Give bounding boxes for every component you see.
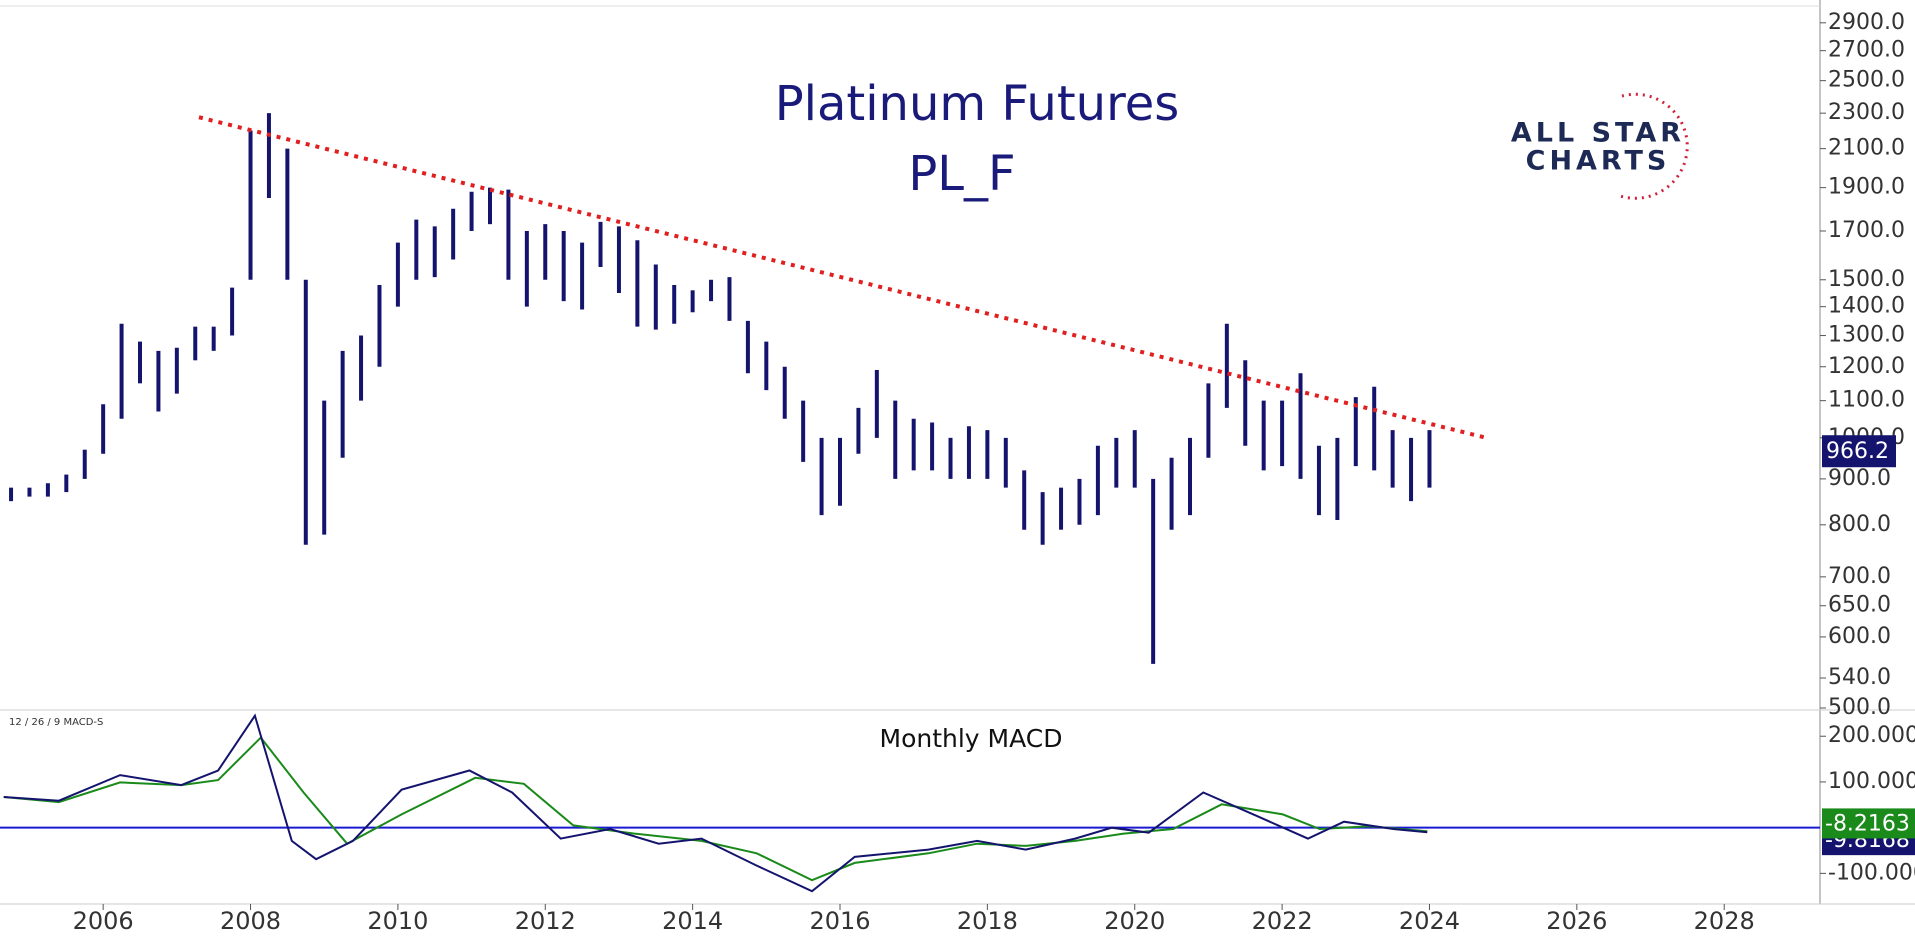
logo-text: CHARTS — [1526, 146, 1671, 177]
y-tick-label: 1300.0 — [1828, 323, 1905, 348]
x-tick-label: 2020 — [1104, 907, 1165, 935]
y-tick-label: 650.0 — [1828, 593, 1891, 618]
x-tick-label: 2012 — [515, 907, 576, 935]
y-tick-label: 2700.0 — [1828, 38, 1905, 63]
x-tick-label: 2022 — [1252, 907, 1313, 935]
x-tick-label: 2016 — [809, 907, 870, 935]
y-tick-label: 2500.0 — [1828, 68, 1905, 93]
y-tick-label: 2100.0 — [1828, 136, 1905, 161]
logo-text: ALL STAR — [1511, 118, 1685, 149]
x-tick-label: 2024 — [1399, 907, 1460, 935]
y-tick-label: 1200.0 — [1828, 354, 1905, 379]
y-tick-label: 1100.0 — [1828, 388, 1905, 413]
y-tick-label: 500.0 — [1828, 695, 1891, 720]
price-tag — [1822, 435, 1896, 468]
y-tick-label: 2300.0 — [1828, 100, 1905, 125]
x-tick-label: 2018 — [957, 907, 1018, 935]
y-tick-label: 1900.0 — [1828, 175, 1905, 200]
x-tick-label: 2028 — [1694, 907, 1755, 935]
x-tick-label: 2008 — [220, 907, 281, 935]
indicator-line — [3, 736, 1428, 882]
x-tick-label: 2014 — [662, 907, 723, 935]
trendline — [198, 115, 1486, 440]
y-tick-label: 100.000 — [1828, 769, 1915, 794]
y-tick-label: 2900.0 — [1828, 10, 1905, 35]
y-tick-label: 800.0 — [1828, 512, 1891, 537]
panel-title: Monthly MACD — [880, 724, 1063, 753]
y-tick-label: 1400.0 — [1828, 294, 1905, 319]
y-tick-label: 600.0 — [1828, 624, 1891, 649]
value-tag-label: -8.2163 — [1825, 811, 1910, 836]
chart-subtitle: PL_F — [908, 146, 1015, 202]
price-tag-label: 966.2 — [1826, 439, 1889, 464]
y-tick-label: 200.000 — [1828, 723, 1915, 748]
y-tick-label: 540.0 — [1828, 665, 1891, 690]
indicator-line — [3, 713, 1428, 893]
indicator-label: 12 / 26 / 9 MACD-S — [9, 717, 103, 728]
chart-title: Platinum Futures — [775, 76, 1180, 132]
y-tick-label: 1500.0 — [1828, 267, 1905, 292]
x-tick-label: 2026 — [1546, 907, 1607, 935]
logo-ring — [1619, 92, 1689, 200]
y-tick-label: 700.0 — [1828, 564, 1891, 589]
y-tick-label: 1700.0 — [1828, 218, 1905, 243]
x-tick-label: 2006 — [73, 907, 134, 935]
y-tick-label: -100.000 — [1828, 860, 1915, 885]
x-tick-label: 2010 — [367, 907, 428, 935]
y-tick-label: 900.0 — [1828, 466, 1891, 491]
value-tag — [1822, 808, 1915, 839]
